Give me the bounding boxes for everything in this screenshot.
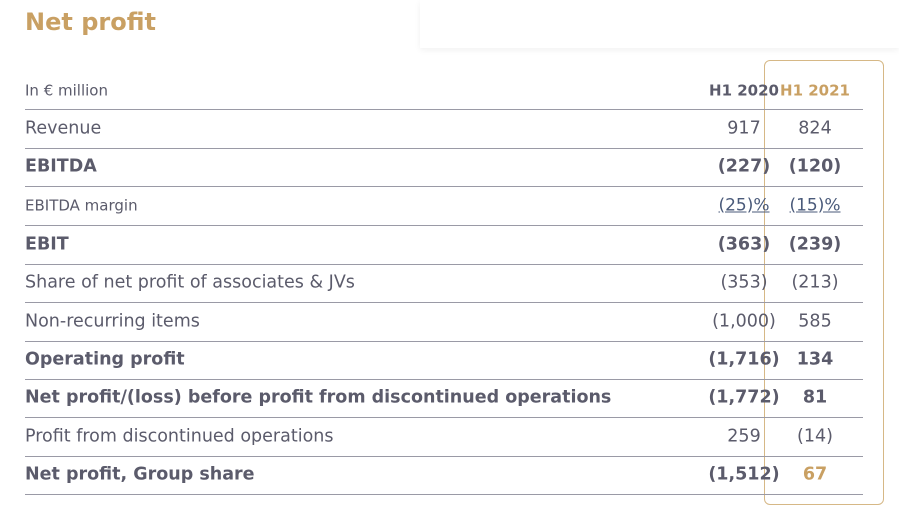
value-cell: (15)% xyxy=(789,195,841,215)
table-row: Net profit/(loss) before profit from dis… xyxy=(25,379,863,418)
value-cell: 134 xyxy=(796,349,834,370)
value-cell: (25)% xyxy=(718,195,770,215)
label-cell: EBITDA margin xyxy=(25,196,138,214)
value-cell: (1,512) xyxy=(708,464,780,485)
label-cell: Non-recurring items xyxy=(25,310,200,331)
label-cell: In € million xyxy=(25,81,108,99)
label-cell: Revenue xyxy=(25,117,102,138)
table-row: Non-recurring items (1,000) 585 xyxy=(25,302,863,342)
value-cell: 67 xyxy=(802,464,828,485)
label-cell: Operating profit xyxy=(25,349,185,370)
label-cell: Net profit, Group share xyxy=(25,464,255,485)
table-row: Profit from discontinued operations 259 (1… xyxy=(25,417,863,457)
value-cell: (363) xyxy=(717,233,771,254)
table-row: EBITDA margin (25)% (15)% xyxy=(25,186,863,226)
table-row: EBIT (363) (239) xyxy=(25,225,863,265)
value-cell: (1,772) xyxy=(708,387,780,408)
value-cell: (1,000) xyxy=(712,310,776,331)
header-row: In € million H1 2020 H1 2021 xyxy=(25,72,863,110)
value-cell: H1 2020 xyxy=(709,81,779,99)
label-cell: Share of net profit of associates & JVs xyxy=(25,272,355,293)
value-cell: (213) xyxy=(791,272,839,293)
value-cell: 824 xyxy=(798,117,832,138)
value-cell: (1,716) xyxy=(708,349,780,370)
title: Net profit xyxy=(25,8,156,36)
table-row: Share of net profit of associates & JVs (… xyxy=(25,264,863,303)
table-row: Revenue 917 824 xyxy=(25,109,863,149)
label-cell: Net profit/(loss) before profit from dis… xyxy=(25,387,612,408)
value-cell: (120) xyxy=(788,156,842,177)
value-cell: (14) xyxy=(797,425,833,446)
value-cell: 585 xyxy=(798,310,832,331)
label-cell: EBIT xyxy=(25,233,69,254)
value-cell: (227) xyxy=(717,156,771,177)
value-cell: 259 xyxy=(727,425,761,446)
table-row: Operating profit (1,716) 134 xyxy=(25,341,863,380)
value-cell: 917 xyxy=(727,117,761,138)
label-cell: Profit from discontinued operations xyxy=(25,425,334,446)
table-row: Net profit, Group share (1,512) 67 xyxy=(25,456,863,495)
table-row: EBITDA (227) (120) xyxy=(25,148,863,187)
value-cell: (353) xyxy=(720,272,768,293)
panel-shadow xyxy=(420,0,899,48)
label-cell: EBITDA xyxy=(25,156,97,177)
column-highlight xyxy=(764,60,884,505)
value-cell: H1 2021 xyxy=(780,81,850,99)
value-cell: (239) xyxy=(788,233,842,254)
value-cell: 81 xyxy=(802,387,828,408)
